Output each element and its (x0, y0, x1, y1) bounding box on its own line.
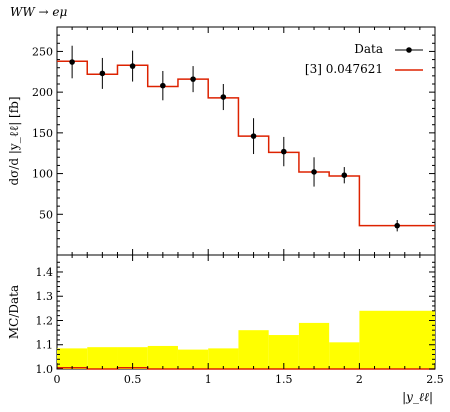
ratio-band-bin (329, 342, 360, 369)
main-x-ticks (56, 27, 436, 255)
ratio-x-axis: 0 0.5 1 1.5 2 2.5 (54, 255, 444, 386)
mc-histogram-line (57, 60, 435, 227)
ratio-band-bin (57, 348, 88, 369)
x-tick-label: 2.5 (426, 373, 444, 386)
ratio-y-axis: 1.0 1.1 1.2 1.3 1.4 (36, 261, 435, 376)
x-tick-label: 0 (54, 373, 61, 386)
ratio-band-bin (359, 310, 435, 369)
x-tick-label: 0.5 (124, 373, 142, 386)
legend-label-mc: [3] 0.047621 (305, 62, 383, 76)
main-y-tick-label: 50 (39, 208, 53, 221)
main-y-axis: 50 100 150 200 250 (32, 34, 435, 248)
mc-histogram (57, 60, 435, 227)
data-point (220, 94, 227, 100)
data-point (69, 59, 75, 65)
ratio-y-tick-label: 1.2 (36, 314, 54, 327)
ratio-band-bin (87, 347, 118, 369)
main-y-axis-label: dσ/d |y_ℓℓ| [fb] (7, 96, 21, 185)
main-y-tick-label: 100 (32, 168, 53, 181)
main-y-tick-label: 250 (32, 45, 53, 58)
ratio-band-bin (298, 322, 330, 369)
ratio-band-bin (208, 348, 239, 369)
data-point (99, 70, 106, 77)
chart-title: WW → eμ (10, 5, 67, 19)
x-tick-label: 1.5 (275, 373, 293, 386)
main-y-tick-label: 200 (32, 86, 53, 99)
data-point (129, 63, 136, 69)
data-point (190, 76, 196, 82)
ratio-band-bin (238, 330, 269, 369)
ratio-band-bin (177, 349, 209, 369)
main-y-tick-label: 150 (32, 127, 53, 140)
data-point (160, 82, 166, 89)
ratio-y-tick-label: 1.1 (36, 339, 54, 352)
data-points (69, 45, 401, 232)
data-point (250, 133, 257, 139)
legend: Data [3] 0.047621 (305, 42, 423, 76)
ratio-y-tick-label: 1.0 (36, 363, 54, 376)
data-point (311, 169, 317, 175)
ratio-y-tick-label: 1.3 (36, 290, 54, 303)
x-tick-label: 1 (205, 373, 212, 386)
ratio-y-axis-label: MC/Data (7, 285, 21, 339)
ratio-uncertainty-band (57, 310, 435, 369)
x-axis-label: |y_ℓℓ| (402, 390, 433, 404)
legend-swatch-data-marker (406, 47, 412, 53)
legend-label-data: Data (354, 42, 383, 56)
data-point (341, 172, 348, 178)
ratio-y-tick-label: 1.4 (36, 266, 54, 279)
data-point (394, 222, 401, 229)
data-point (281, 148, 287, 155)
ratio-band-bin (117, 347, 148, 369)
x-tick-label: 2 (356, 373, 363, 386)
ratio-band-bin (147, 345, 178, 369)
